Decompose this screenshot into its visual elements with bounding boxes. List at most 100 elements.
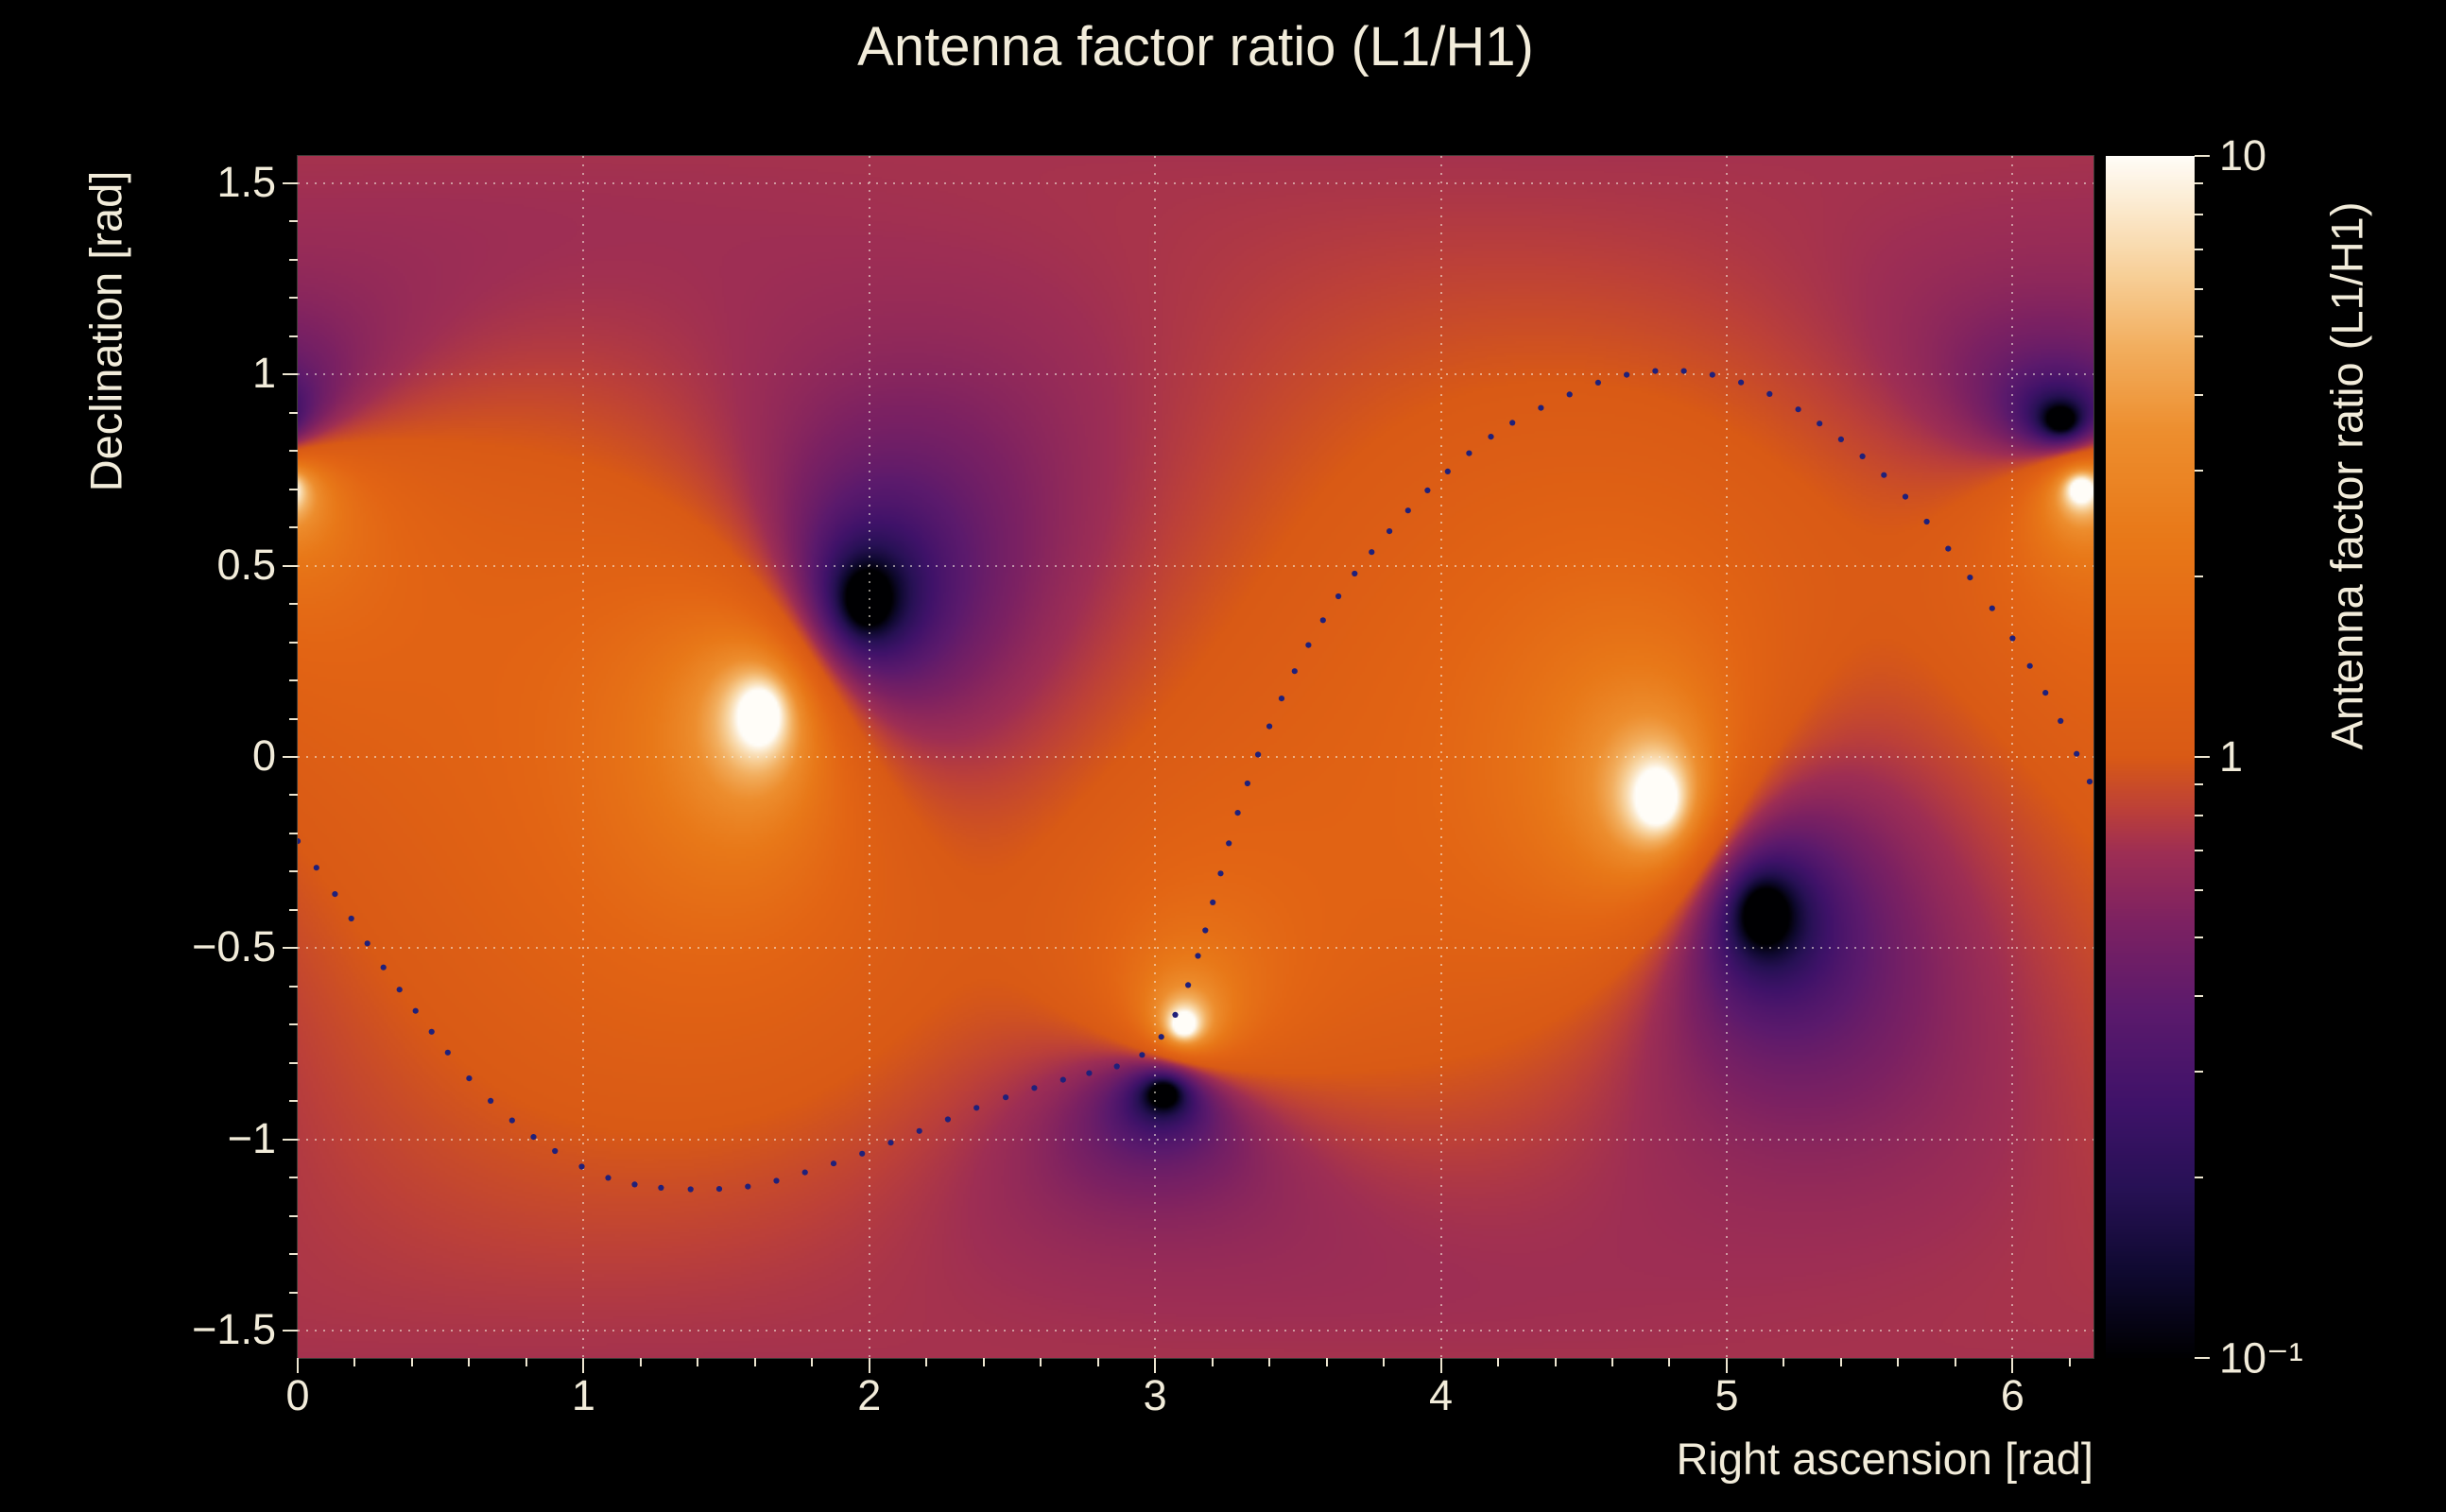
colorbar-gradient-canvas — [2106, 156, 2195, 1358]
track-dot — [1766, 390, 1773, 397]
x-minor-tick — [697, 1358, 699, 1366]
track-dot — [944, 1116, 952, 1123]
track-dot — [658, 1184, 664, 1191]
track-dot — [1624, 371, 1630, 378]
track-dot — [631, 1181, 638, 1188]
track-dot — [1989, 605, 1995, 611]
track-dot — [1387, 528, 1393, 535]
x-major-tick — [868, 1358, 870, 1373]
track-dot — [428, 1028, 435, 1035]
y-minor-tick — [289, 335, 298, 337]
track-dot — [1031, 1085, 1038, 1091]
colorbar-minor-tick — [2195, 783, 2203, 786]
y-minor-tick — [289, 1061, 298, 1064]
colorbar-major-tick — [2195, 155, 2210, 157]
track-dot — [2074, 750, 2080, 757]
colorbar-tick-label: 10 — [2219, 131, 2267, 180]
colorbar-minor-tick — [2195, 248, 2203, 250]
x-major-tick — [1725, 1358, 1728, 1373]
y-minor-tick — [289, 832, 298, 834]
track-dot — [687, 1186, 694, 1193]
track-dot — [2086, 779, 2093, 785]
colorbar-title: Antenna factor ratio (L1/H1) — [2321, 201, 2372, 750]
y-minor-tick — [289, 411, 298, 414]
track-dot — [466, 1075, 473, 1082]
y-axis-title: Declination [rad] — [80, 170, 131, 492]
track-dot — [313, 865, 319, 871]
y-minor-tick — [289, 297, 298, 300]
colorbar-minor-tick — [2195, 1176, 2203, 1178]
x-tick-label: 6 — [2000, 1371, 2024, 1419]
track-dot — [973, 1105, 980, 1111]
y-minor-tick — [289, 526, 298, 529]
x-minor-tick — [468, 1358, 471, 1366]
track-dot — [1967, 575, 1973, 581]
x-major-tick — [1439, 1358, 1442, 1373]
track-dot — [412, 1007, 419, 1014]
colorbar-major-tick — [2195, 1357, 2210, 1359]
gridline-horizontal — [298, 947, 2093, 950]
x-minor-tick — [1497, 1358, 1500, 1366]
x-minor-tick — [1383, 1358, 1386, 1366]
track-dot — [1139, 1052, 1145, 1058]
y-minor-tick — [289, 908, 298, 911]
track-dot — [1226, 840, 1232, 847]
track-dot — [916, 1127, 922, 1134]
gridline-horizontal — [298, 181, 2093, 184]
track-dot — [1086, 1070, 1093, 1076]
x-minor-tick — [753, 1358, 756, 1366]
colorbar-minor-tick — [2195, 575, 2203, 577]
track-dot — [488, 1097, 494, 1104]
x-tick-label: 2 — [857, 1371, 882, 1419]
colorbar-minor-tick — [2195, 814, 2203, 816]
track-dot — [1369, 549, 1375, 556]
x-minor-tick — [1325, 1358, 1328, 1366]
x-minor-tick — [410, 1358, 413, 1366]
y-minor-tick — [289, 1100, 298, 1103]
y-minor-tick — [289, 679, 298, 682]
track-dot — [298, 838, 301, 845]
x-axis-title: Right ascension [rad] — [1676, 1434, 2093, 1484]
x-minor-tick — [1954, 1358, 1956, 1366]
colorbar-tick-label: 10⁻¹ — [2219, 1333, 2303, 1383]
track-dot — [1424, 487, 1431, 493]
track-dot — [332, 891, 338, 898]
track-dot — [1859, 453, 1866, 459]
track-dot — [380, 964, 387, 971]
x-minor-tick — [1040, 1358, 1042, 1366]
y-major-tick — [283, 947, 298, 950]
y-minor-tick — [289, 1291, 298, 1294]
x-tick-label: 3 — [1143, 1371, 1167, 1419]
track-dot — [1795, 406, 1801, 413]
track-dot — [1352, 570, 1358, 577]
track-dot — [444, 1049, 451, 1056]
x-minor-tick — [1554, 1358, 1557, 1366]
track-dot — [1335, 593, 1342, 600]
track-dot — [605, 1175, 612, 1181]
track-dot — [1266, 723, 1273, 730]
track-dot — [745, 1183, 751, 1190]
track-dot — [1255, 751, 1262, 758]
track-dot — [1217, 870, 1224, 877]
x-minor-tick — [353, 1358, 356, 1366]
sky-track-dotted-curve — [298, 368, 2093, 1193]
track-dot — [1404, 507, 1411, 514]
track-dot — [1003, 1094, 1009, 1101]
y-major-tick — [283, 1330, 298, 1332]
track-dot — [1234, 810, 1241, 816]
y-minor-tick — [289, 220, 298, 223]
x-minor-tick — [1668, 1358, 1671, 1366]
gridline-horizontal — [298, 373, 2093, 376]
track-dot — [1158, 1034, 1164, 1040]
track-dot — [396, 987, 403, 993]
y-minor-tick — [289, 1023, 298, 1026]
y-minor-tick — [289, 488, 298, 490]
track-dot — [1195, 953, 1201, 959]
track-dot — [2058, 717, 2064, 725]
y-tick-label: −0.5 — [192, 922, 276, 971]
x-minor-tick — [1268, 1358, 1271, 1366]
track-dot — [1709, 371, 1715, 378]
y-tick-label: −1.5 — [192, 1305, 276, 1354]
x-minor-tick — [982, 1358, 985, 1366]
